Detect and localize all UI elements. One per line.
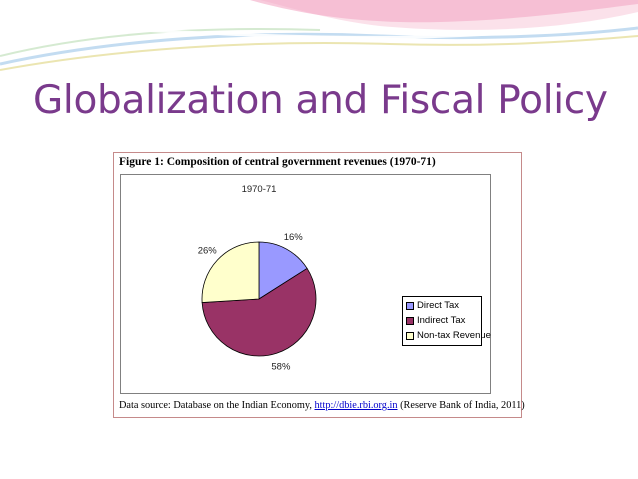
chart-title: 1970-71 <box>242 184 277 195</box>
legend-item-direct-tax: Direct Tax <box>406 298 481 313</box>
slide-title: Globalization and Fiscal Policy <box>33 78 608 123</box>
source-prefix: Data source: Database on the Indian Econ… <box>119 400 312 411</box>
legend-swatch-direct-tax <box>406 301 414 310</box>
pie-slice-indirect-tax <box>201 267 317 357</box>
data-label-direct-tax: 16% <box>284 232 304 243</box>
legend-item-indirect-tax: Indirect Tax <box>406 313 481 328</box>
legend-label-non-tax-revenue: Non-tax Revenue <box>417 330 491 341</box>
source-link[interactable]: http://dbie.rbi.org.in <box>314 400 398 411</box>
pie-chart: 1970-71 16% 58% 26% <box>198 184 317 373</box>
decorative-wave-banner <box>0 0 638 71</box>
figure-caption: Figure 1: Composition of central governm… <box>119 156 436 168</box>
data-label-non-tax-revenue: 26% <box>198 245 218 256</box>
legend-label-indirect-tax: Indirect Tax <box>417 315 466 326</box>
chart-figure: Figure 1: Composition of central governm… <box>113 152 525 418</box>
pie-slice-non-tax-revenue <box>201 241 260 304</box>
legend-swatch-non-tax-revenue <box>406 331 414 340</box>
legend-item-non-tax-revenue: Non-tax Revenue <box>406 328 491 343</box>
legend-label-direct-tax: Direct Tax <box>417 300 460 311</box>
legend-swatch-indirect-tax <box>406 316 414 325</box>
chart-legend: Direct Tax Indirect Tax Non-tax Revenue <box>402 296 491 346</box>
source-suffix: (Reserve Bank of India, 2011) <box>400 400 525 411</box>
chart-plot-area: 1970-71 16% 58% 26% Direct Tax Indirect Tax… <box>120 174 491 394</box>
data-label-indirect-tax: 58% <box>271 362 291 373</box>
data-source-note: Data source: Database on the Indian Econ… <box>119 400 525 411</box>
pie-slice-direct-tax <box>258 241 308 300</box>
